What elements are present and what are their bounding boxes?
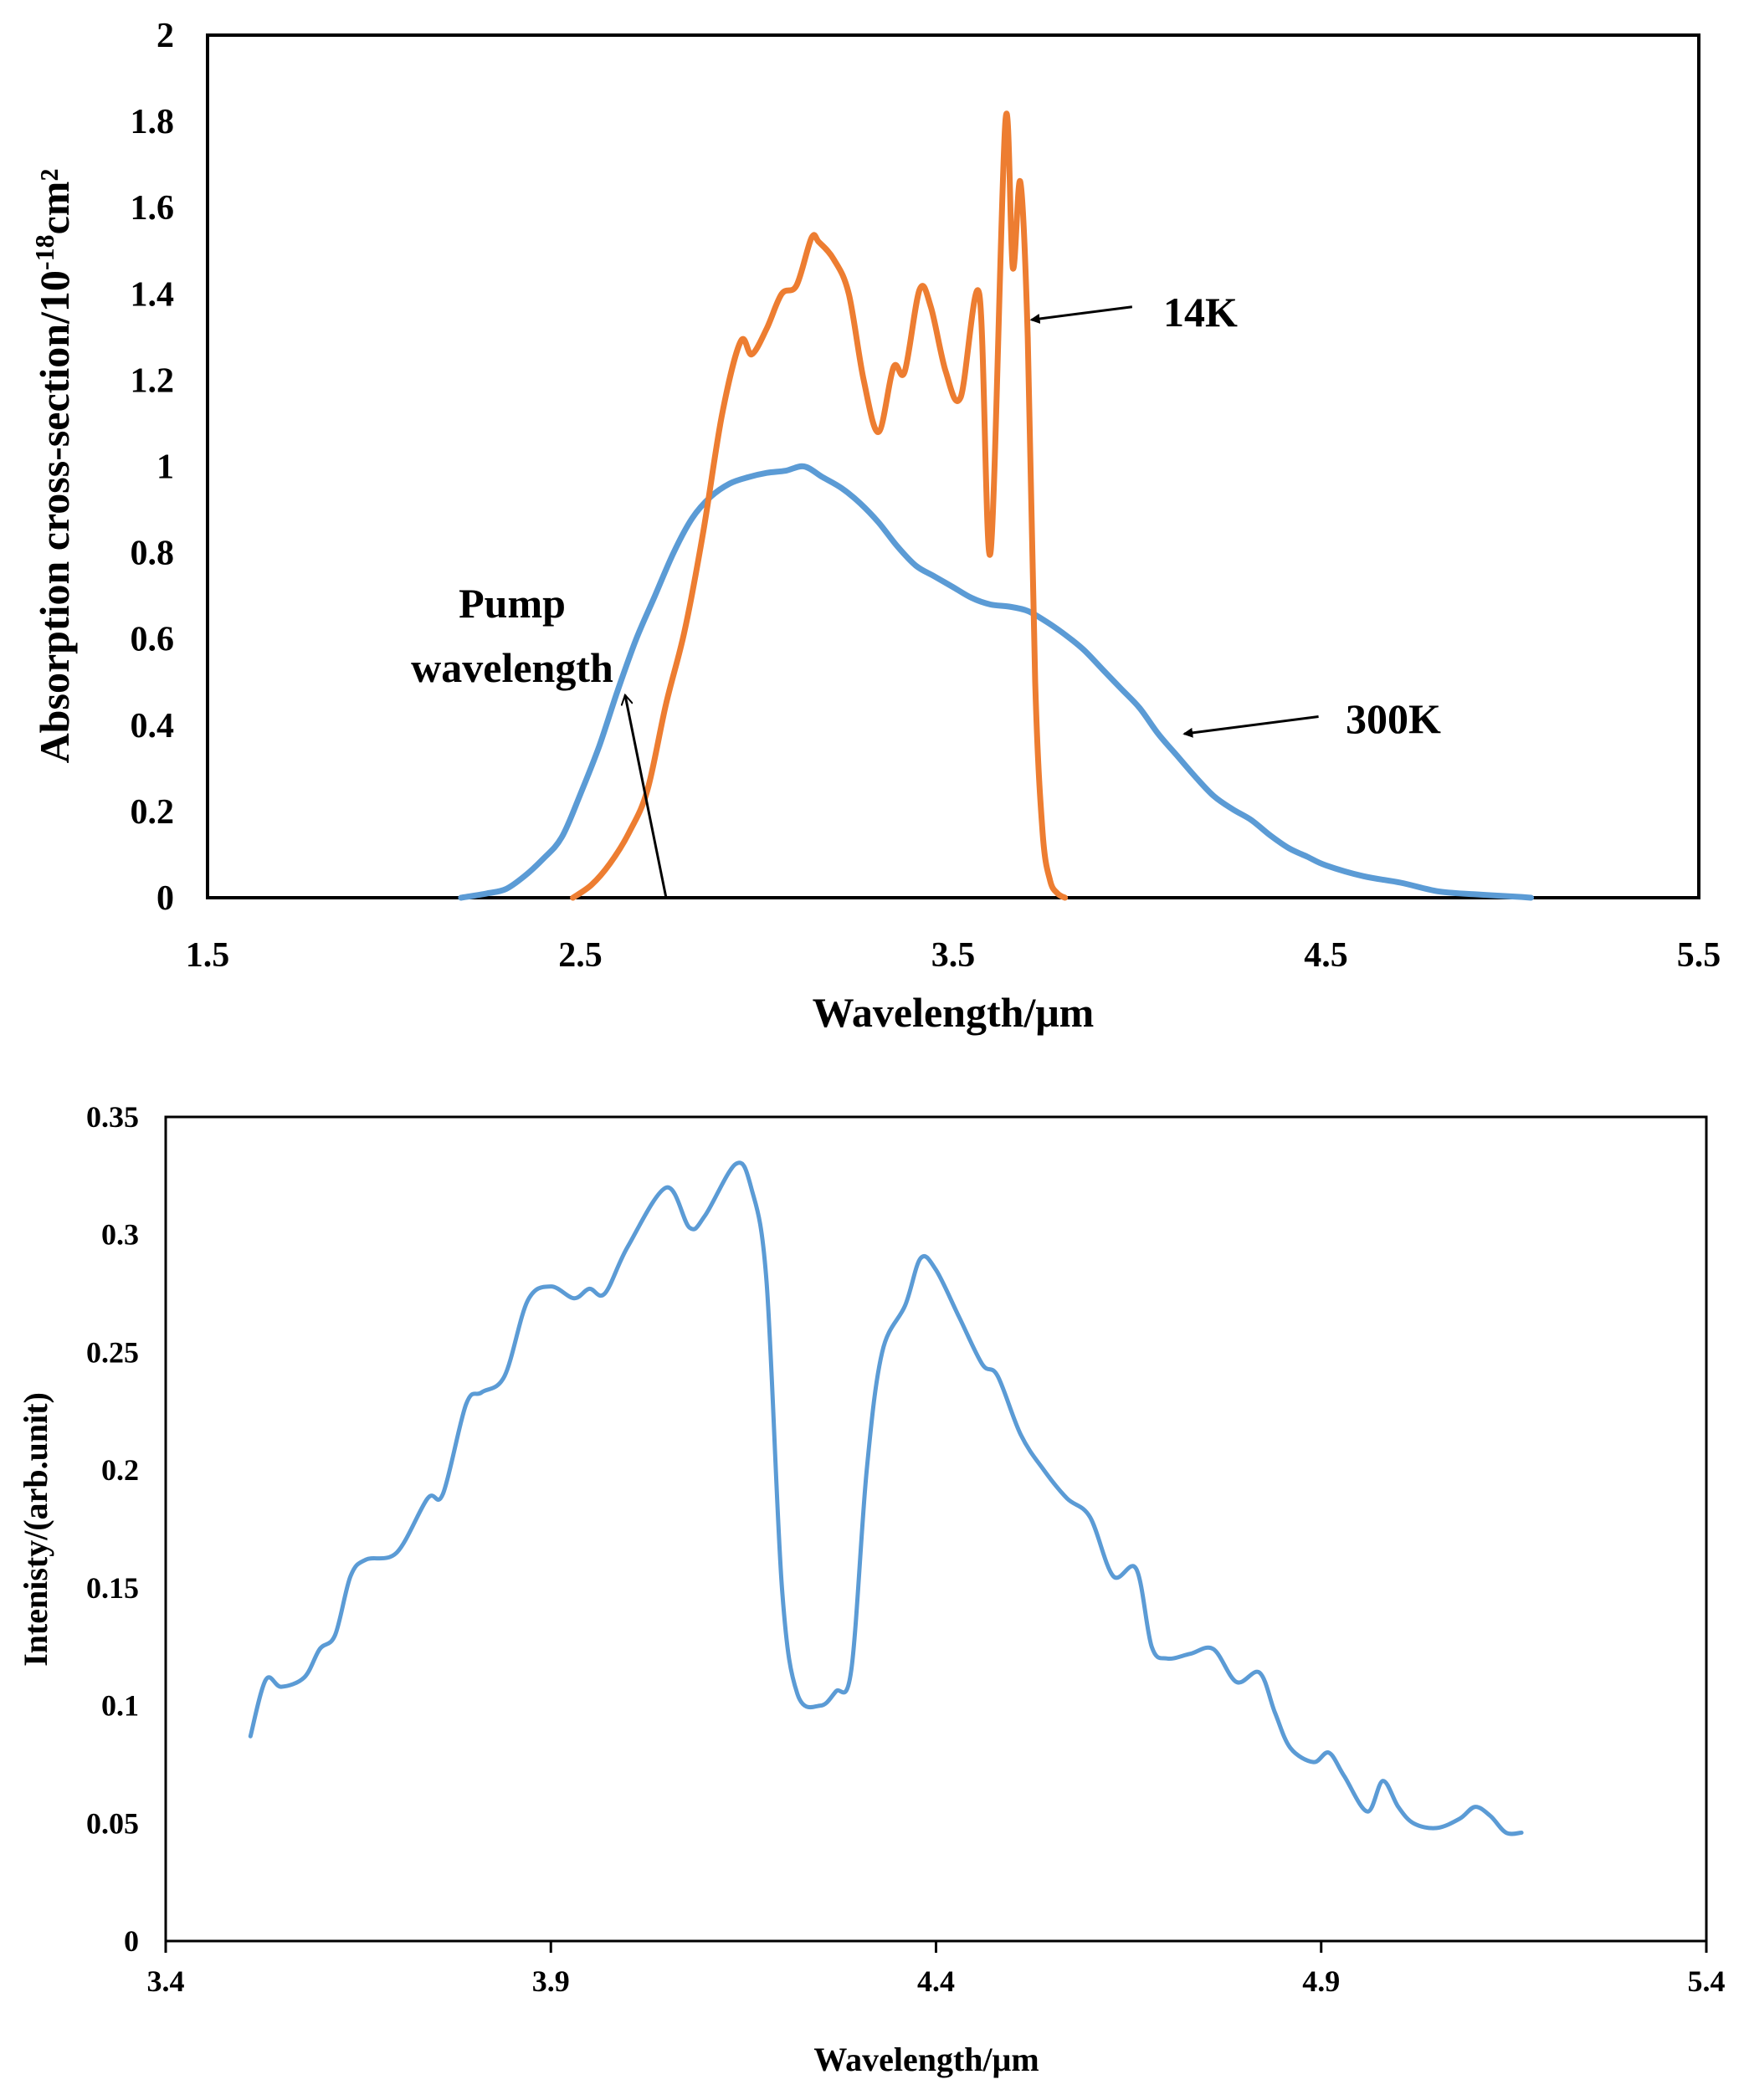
y-tick-label: 0.6 [131, 621, 175, 659]
absorption-y-title-unit: cm² [31, 169, 78, 235]
x-tick-label: 4.4 [917, 1964, 955, 1998]
intensity-y-ticks: 0 0.05 0.1 0.15 0.2 0.25 0.3 0.35 [86, 1100, 139, 1958]
absorption-y-axis-title: Absorption cross-section/10-18cm² [29, 169, 78, 764]
absorption-y-title-main: Absorption cross-section/10 [31, 270, 78, 763]
x-tick-label: 3.9 [532, 1964, 570, 1998]
absorption-series [458, 110, 1534, 901]
x-tick-label: 4.5 [1304, 936, 1348, 975]
y-tick-label: 1.6 [131, 189, 175, 228]
y-tick-label: 2 [156, 17, 174, 55]
y-tick-label: 0.4 [131, 707, 175, 745]
intensity-y-axis-title: Intenisty/(arb.unit) [17, 1392, 54, 1667]
y-tick-label: 0.35 [86, 1100, 139, 1134]
absorption-x-ticks: 1.5 2.5 3.5 4.5 5.5 [186, 936, 1721, 975]
annotation-arrow [1029, 305, 1133, 324]
label-wavelength: wavelength [411, 644, 613, 691]
y-tick-label: 0.25 [86, 1335, 139, 1369]
absorption-y-title-exponent: -18 [29, 234, 59, 270]
intensity-x-ticks: 3.4 3.9 4.4 4.9 5.4 [147, 1941, 1726, 1998]
y-tick-label: 0 [124, 1924, 139, 1958]
intensity-chart: 0 0.05 0.1 0.15 0.2 0.25 0.3 0.35 3.4 3.9 4.4 4.9 5… [17, 1100, 1726, 2078]
series-line-14k [570, 110, 1069, 901]
annotation-arrow [625, 695, 668, 899]
y-tick-label: 0.3 [101, 1218, 139, 1252]
label-pump: Pump [459, 580, 566, 627]
y-tick-label: 1.2 [131, 361, 175, 400]
y-tick-label: 0.15 [86, 1571, 139, 1605]
absorption-y-ticks: 0 0.2 0.4 0.6 0.8 1 1.2 1.4 1.6 1.8 2 [131, 17, 175, 918]
y-tick-label: 1.8 [131, 103, 175, 141]
y-tick-label: 1.4 [131, 275, 175, 314]
x-tick-label: 1.5 [186, 936, 230, 975]
x-tick-label: 3.4 [147, 1964, 185, 1998]
intensity-x-axis-title: Wavelength/μm [813, 2041, 1039, 2078]
x-tick-label: 2.5 [558, 936, 603, 975]
absorption-plot-frame [206, 33, 1700, 899]
annotation-arrow [1182, 715, 1319, 738]
absorption-annotations: 14K 300K Pump wavelength [411, 289, 1441, 899]
label-14k: 14K [1163, 289, 1238, 335]
y-tick-label: 0.1 [101, 1689, 139, 1723]
x-tick-label: 3.5 [931, 936, 976, 975]
absorption-chart: 0 0.2 0.4 0.6 0.8 1 1.2 1.4 1.6 1.8 2 1.5 2.5 3.5 4.5… [29, 17, 1721, 1036]
x-tick-label: 4.9 [1302, 1964, 1340, 1998]
y-tick-label: 0.2 [101, 1453, 139, 1487]
y-tick-label: 1 [156, 448, 174, 487]
intensity-series [248, 1160, 1524, 1836]
absorption-x-axis-title: Wavelength/μm [813, 989, 1095, 1036]
y-tick-label: 0.8 [131, 535, 175, 573]
y-tick-label: 0 [156, 879, 174, 918]
label-300k: 300K [1346, 695, 1441, 742]
x-tick-label: 5.4 [1688, 1964, 1726, 1998]
x-tick-label: 5.5 [1677, 936, 1721, 975]
series-line-300k [458, 463, 1534, 901]
series-line-intensity [248, 1160, 1524, 1836]
y-tick-label: 0.2 [131, 793, 175, 832]
y-tick-label: 0.05 [86, 1806, 139, 1840]
